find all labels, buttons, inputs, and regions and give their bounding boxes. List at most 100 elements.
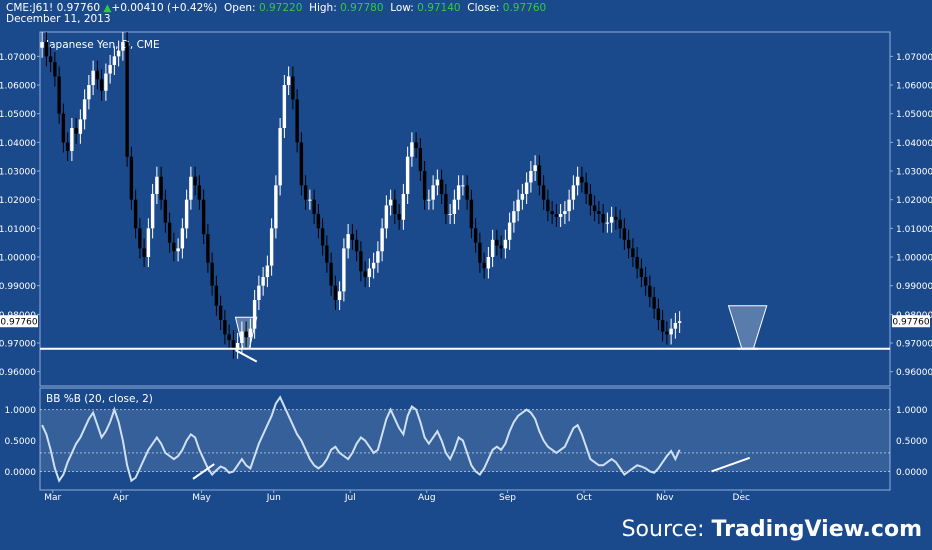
price-tick-left: 0.96000 — [0, 368, 36, 378]
indicator-tick-left: 0.0000 — [5, 468, 37, 478]
candle-body — [622, 228, 627, 240]
price-tick-left: 1.06000 — [0, 82, 36, 92]
close-value: 0.97760 — [502, 2, 547, 14]
price-tick-right: 1.05000 — [896, 110, 932, 120]
candle-body — [643, 277, 648, 286]
price-tick-right: 1.07000 — [896, 53, 932, 63]
candle-body — [478, 242, 482, 263]
candle-body — [329, 262, 333, 286]
month-tick-label: Dec — [733, 493, 750, 503]
candle-body — [201, 199, 206, 235]
last-price-label-left: 0.97760 — [0, 318, 37, 328]
candle-body — [176, 248, 180, 252]
candle-body — [299, 142, 304, 186]
candle-body — [44, 42, 49, 57]
indicator-tick-right: 1.0000 — [896, 406, 928, 416]
candle-body — [384, 205, 389, 229]
candle-body — [673, 322, 678, 329]
price-tick-right: 1.02000 — [896, 196, 932, 206]
high-label: High: — [309, 2, 337, 14]
indicator-pane-frame — [39, 387, 891, 491]
candle-body — [121, 42, 125, 51]
candle-body — [312, 199, 316, 215]
month-tick-label: Jul — [344, 493, 356, 503]
candle-body — [95, 70, 100, 80]
candle-body — [448, 214, 452, 216]
candle-body — [257, 285, 261, 301]
open-value: 0.97220 — [258, 2, 303, 14]
candle-body — [99, 79, 104, 91]
indicator-tick-right: 0.0000 — [896, 468, 928, 478]
candle-body — [503, 239, 508, 249]
last-price-label-right: 0.97760 — [892, 318, 929, 328]
candle-body — [278, 128, 282, 186]
candle-body — [405, 156, 410, 194]
candle-body — [57, 76, 61, 114]
candle-body — [189, 176, 193, 200]
price-tick-right: 0.99000 — [896, 282, 932, 292]
candle-body — [91, 70, 95, 86]
candle-body — [367, 268, 372, 278]
candle-body — [618, 219, 622, 229]
candle-body — [639, 268, 644, 278]
candle-body — [635, 257, 639, 269]
close-label: Close: — [467, 2, 500, 14]
candle-body — [70, 128, 74, 151]
candle-body — [665, 331, 669, 335]
month-tick-label: Oct — [576, 493, 592, 503]
candle-body — [554, 214, 559, 217]
candle-body — [244, 331, 248, 338]
candle-body — [563, 211, 567, 215]
candle-body — [269, 228, 274, 266]
candle-body — [342, 248, 346, 292]
candle-body — [87, 85, 91, 100]
candle-body — [206, 234, 210, 263]
candle-body — [410, 142, 414, 157]
candle-body — [116, 50, 121, 57]
candle-body — [363, 271, 367, 278]
last-price: 0.97760 — [56, 2, 100, 14]
candle-body — [295, 99, 299, 143]
candle-body — [490, 239, 495, 258]
candle-body — [529, 171, 533, 183]
candle-body — [354, 239, 359, 252]
candle-body — [172, 242, 176, 252]
candle-body — [150, 193, 155, 229]
candle-body — [240, 331, 244, 344]
candle-body — [401, 193, 406, 220]
candle-body — [274, 185, 278, 229]
indicator-tick-left: 1.0000 — [5, 406, 37, 416]
candle-body — [350, 234, 355, 240]
price-tick-left: 0.97000 — [0, 340, 36, 350]
candle-body — [512, 211, 516, 223]
candle-body — [541, 185, 546, 200]
candle-body — [248, 328, 253, 338]
month-tick-label: Nov — [656, 493, 674, 503]
up-arrow-icon: ▲ — [103, 2, 112, 14]
candle-body — [325, 245, 329, 263]
candle-body — [193, 176, 197, 186]
candle-body — [558, 214, 563, 217]
candle-body — [660, 320, 665, 332]
chart-title: Japanese Yen, D, CME — [45, 39, 160, 51]
candle-body — [155, 176, 159, 194]
candle-body — [575, 176, 580, 186]
candle-body — [427, 199, 431, 201]
price-tick-right: 1.06000 — [896, 82, 932, 92]
month-tick-label: Aug — [418, 493, 436, 503]
price-tick-left: 1.07000 — [0, 53, 36, 63]
candle-body — [231, 340, 236, 349]
candle-body — [486, 257, 491, 269]
candle-body — [507, 222, 512, 240]
candle-body — [138, 228, 142, 249]
candle-body — [652, 297, 656, 309]
indicator-trend-line — [192, 463, 215, 480]
candle-body — [533, 165, 537, 172]
candle-body — [252, 300, 257, 329]
candle-body — [465, 185, 469, 200]
last-price-box-left — [0, 315, 38, 328]
candle-body — [82, 99, 87, 120]
price-tick-left: 1.02000 — [0, 196, 36, 206]
last-price-box-right — [892, 315, 930, 328]
